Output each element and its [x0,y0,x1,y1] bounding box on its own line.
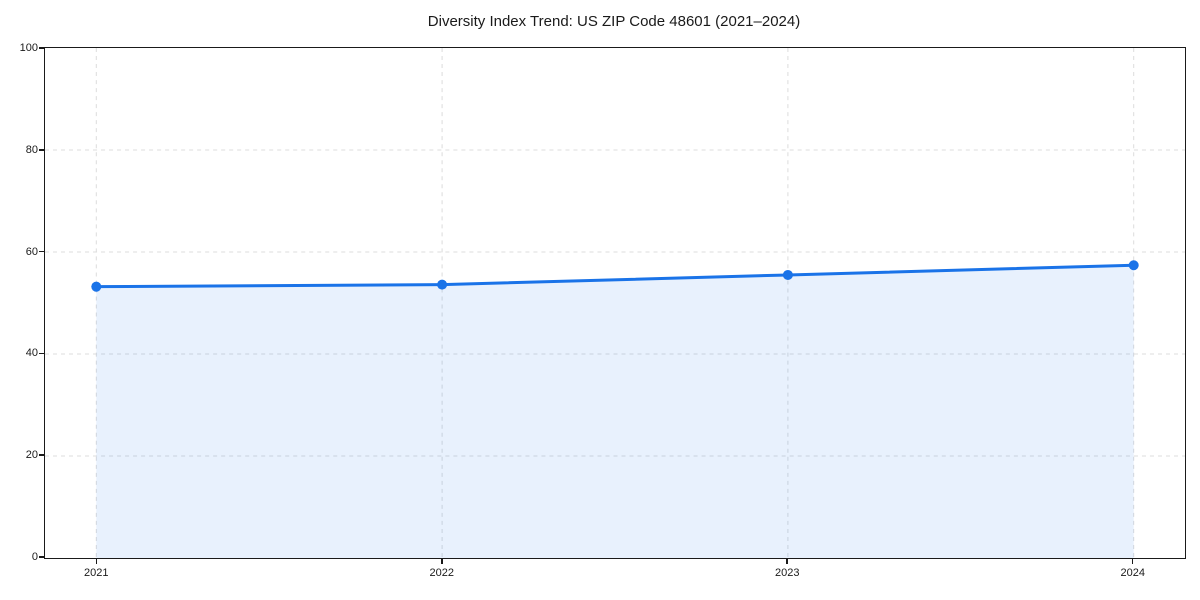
plot-area [43,46,1186,559]
trend-line [94,263,1135,288]
area-fill [95,264,1134,558]
y-tick-label: 80 [25,143,38,156]
data-point-2021 [90,281,101,292]
y-tick-label: 40 [25,347,38,360]
y-tick-label: 20 [25,449,38,462]
data-point-2022 [436,279,447,290]
y-tick-label: 60 [25,245,38,258]
x-tick-label: 2024 [1120,567,1145,579]
chart-title: Diversity Index Trend: US ZIP Code 48601… [427,13,801,30]
chart-canvas [44,47,1185,558]
data-point-2023 [782,269,793,280]
x-tick-label: 2022 [429,567,454,579]
y-tick-label: 100 [19,42,38,54]
x-tick-label: 2023 [774,567,800,579]
x-tick-label: 2021 [84,567,109,579]
x-tick-mark [786,558,788,564]
x-tick-mark [95,558,97,564]
y-tick-label: 0 [31,551,38,563]
x-tick-mark [441,558,443,564]
data-point-2024 [1128,259,1139,270]
x-tick-mark [1131,558,1134,564]
